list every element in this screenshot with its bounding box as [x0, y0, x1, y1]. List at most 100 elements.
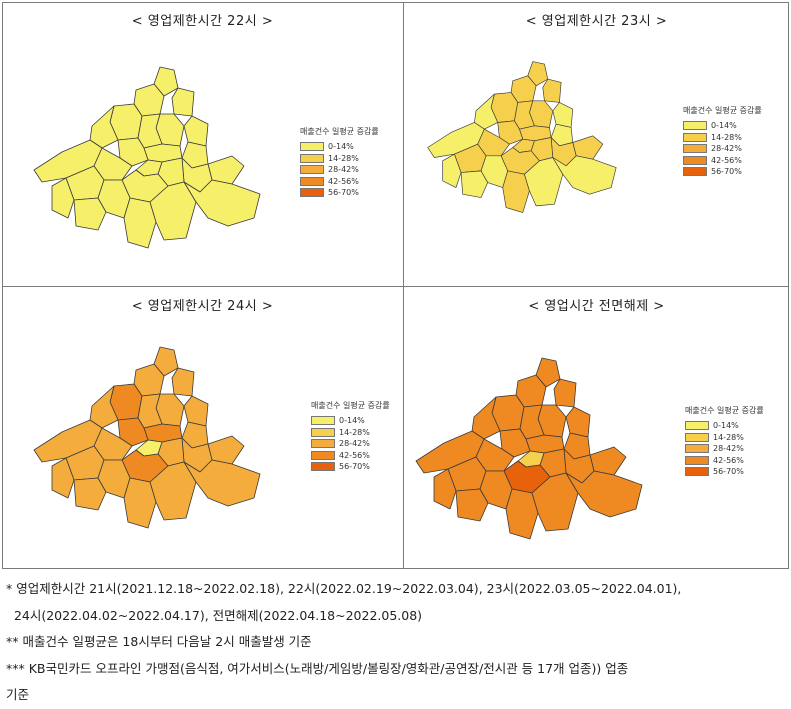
legend-swatch [300, 165, 324, 175]
district-region [153, 346, 179, 377]
divider-vertical [403, 2, 404, 569]
district-region [552, 155, 617, 195]
legend-swatch [311, 416, 335, 426]
legend-label: 28-42% [713, 444, 744, 454]
footnote-3: ** 매출건수 일평균은 18시부터 다음날 2시 매출발생 기준 [6, 634, 312, 649]
district-region [171, 87, 195, 117]
district-region [552, 102, 574, 128]
district-region [171, 367, 195, 397]
legend-item: 56-70% [685, 466, 764, 478]
seoul-map [33, 66, 261, 249]
district-region [527, 61, 549, 87]
legend-label: 0-14% [713, 421, 739, 431]
panel-title: < 영업시간 전면해제 > [528, 299, 665, 314]
district-region [553, 378, 577, 408]
panel-24: < 영업제한시간 24시 > 매출건수 일평균 증감률 0-14% 14-28% 28… [2, 287, 403, 569]
legend-label: 42-56% [339, 450, 370, 460]
legend-swatch [685, 455, 709, 465]
legend-label: 0-14% [339, 416, 365, 426]
district-region [207, 155, 245, 185]
legend-label: 14-28% [713, 432, 744, 442]
legend-swatch [683, 121, 707, 131]
legend-swatch [683, 132, 707, 142]
legend-swatch [685, 444, 709, 454]
legend-item: 0-14% [311, 415, 390, 427]
district-region [183, 115, 209, 147]
district-region [535, 357, 561, 388]
footnote-1: * 영업제한시간 21시(2021.12.18~2022.02.18), 22시… [6, 581, 682, 596]
legend-label: 42-56% [711, 155, 742, 165]
legend-swatch [300, 176, 324, 186]
legend-swatch [311, 450, 335, 460]
legend-swatch [311, 427, 335, 437]
panel-23: < 영업제한시간 23시 > 매출건수 일평균 증감률 0-14% 14-28% 28… [404, 2, 789, 286]
legend-item: 28-42% [685, 443, 764, 455]
district-region [183, 179, 261, 227]
legend: 매출건수 일평균 증감률 0-14% 14-28% 28-42% 42-56% 56-70… [683, 105, 762, 178]
legend-item: 42-56% [683, 155, 762, 167]
legend-title: 매출건수 일평균 증감률 [300, 127, 379, 136]
panel-22: < 영업제한시간 22시 > 매출건수 일평균 증감률 0-14% 14-28% 28… [2, 2, 403, 286]
legend-title: 매출건수 일평균 증감률 [311, 401, 390, 410]
legend-item: 14-28% [300, 153, 379, 165]
legend-swatch [300, 153, 324, 163]
legend-item: 56-70% [300, 187, 379, 199]
legend-item: 0-14% [683, 120, 762, 132]
legend-swatch [300, 142, 324, 152]
legend-item: 0-14% [300, 141, 379, 153]
legend-item: 0-14% [685, 420, 764, 432]
legend-swatch [683, 167, 707, 177]
legend-label: 14-28% [339, 427, 370, 437]
legend-swatch [685, 421, 709, 431]
legend: 매출건수 일평균 증감률 0-14% 14-28% 28-42% 42-56% 56-70… [300, 126, 379, 199]
district-region [442, 153, 462, 188]
district-region [73, 197, 107, 231]
legend-item: 28-42% [683, 143, 762, 155]
panel-full: < 영업시간 전면해제 > 매출건수 일평균 증감률 0-14% 14-28% 28-… [404, 287, 789, 569]
legend: 매출건수 일평균 증감률 0-14% 14-28% 28-42% 42-56% 56-70… [685, 405, 764, 478]
figure-frame [2, 2, 789, 569]
legend-item: 56-70% [311, 461, 390, 473]
district-region [207, 435, 245, 465]
footnote-5: 기준 [6, 687, 30, 702]
panel-title: < 영업제한시간 23시 > [525, 14, 668, 29]
divider-horizontal [2, 286, 789, 287]
legend-label: 14-28% [711, 132, 742, 142]
legend-label: 56-70% [328, 188, 359, 198]
legend-title: 매출건수 일평균 증감률 [685, 406, 764, 415]
legend-item: 28-42% [300, 164, 379, 176]
district-region [183, 459, 261, 507]
district-region [153, 66, 179, 97]
panel-title: < 영업제한시간 24시 > [131, 299, 274, 314]
legend-swatch [300, 188, 324, 198]
footnote-4: *** KB국민카드 오프라인 가맹점(음식점, 여가서비스(노래방/게임방/볼… [6, 660, 629, 676]
legend-label: 42-56% [713, 455, 744, 465]
legend-label: 56-70% [711, 167, 742, 177]
district-region [524, 157, 564, 207]
legend-item: 14-28% [685, 432, 764, 444]
district-region [149, 461, 197, 521]
district-region [542, 78, 562, 103]
footnotes: * 영업제한시간 21시(2021.12.18~2022.02.18), 22시… [6, 576, 788, 709]
legend-item: 42-56% [311, 450, 390, 462]
district-region [589, 446, 627, 476]
district-region [51, 177, 75, 219]
legend-label: 42-56% [328, 176, 359, 186]
legend-label: 28-42% [711, 144, 742, 154]
district-region [572, 135, 604, 160]
seoul-map [427, 61, 617, 213]
legend-item: 42-56% [300, 176, 379, 188]
legend-label: 14-28% [328, 153, 359, 163]
legend-label: 28-42% [339, 439, 370, 449]
legend-swatch [685, 467, 709, 477]
legend-swatch [683, 144, 707, 154]
district-region [565, 406, 591, 438]
legend-label: 0-14% [711, 121, 737, 131]
legend-swatch [683, 155, 707, 165]
district-region [183, 395, 209, 427]
legend-item: 42-56% [685, 455, 764, 467]
panel-title: < 영업제한시간 22시 > [131, 14, 274, 29]
legend-label: 56-70% [339, 462, 370, 472]
footnote-2: 24시(2022.04.02~2022.04.17), 전면해제(2022.04… [6, 607, 423, 623]
seoul-map [33, 346, 261, 529]
